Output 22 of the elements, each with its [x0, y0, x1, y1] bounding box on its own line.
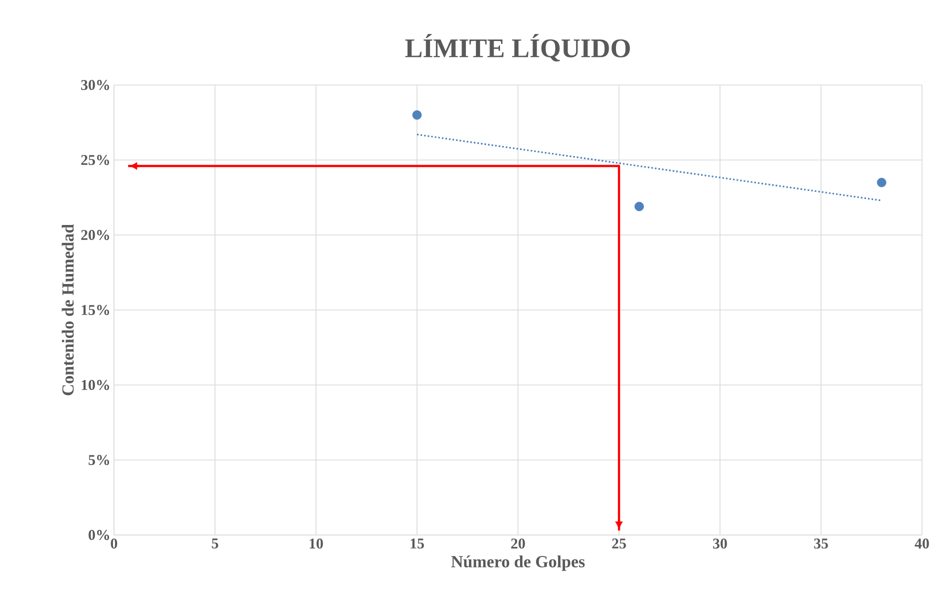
- y-tick-label: 15%: [82, 304, 110, 316]
- x-tick-label: 15: [410, 538, 424, 549]
- point: [412, 110, 422, 120]
- chart-title: LÍMITE LÍQUIDO: [405, 34, 630, 62]
- y-tick-label: 25%: [81, 154, 110, 166]
- y-tick-label: 20%: [81, 230, 110, 240]
- x-tick-label: 25: [612, 538, 626, 549]
- x-tick-label: 35: [814, 538, 828, 549]
- x-tick-label: 30: [713, 538, 727, 549]
- x-tick-label: 0: [110, 538, 118, 549]
- x-tick-label: 20: [511, 538, 525, 549]
- x-tick-label: 10: [310, 538, 323, 549]
- x-tick-label: 5: [212, 538, 218, 548]
- y-tick-label: 0%: [88, 530, 110, 540]
- point: [634, 202, 644, 212]
- y-tick-label: 30%: [81, 80, 110, 90]
- point: [876, 178, 886, 188]
- x-tick-label: 40: [914, 538, 929, 549]
- y-axis-title: Contenido de Humedad: [62, 224, 74, 396]
- x-axis-title: Número de Golpes: [451, 555, 585, 571]
- y-tick-label: 5%: [88, 454, 110, 466]
- y-tick-label: 10%: [82, 380, 110, 390]
